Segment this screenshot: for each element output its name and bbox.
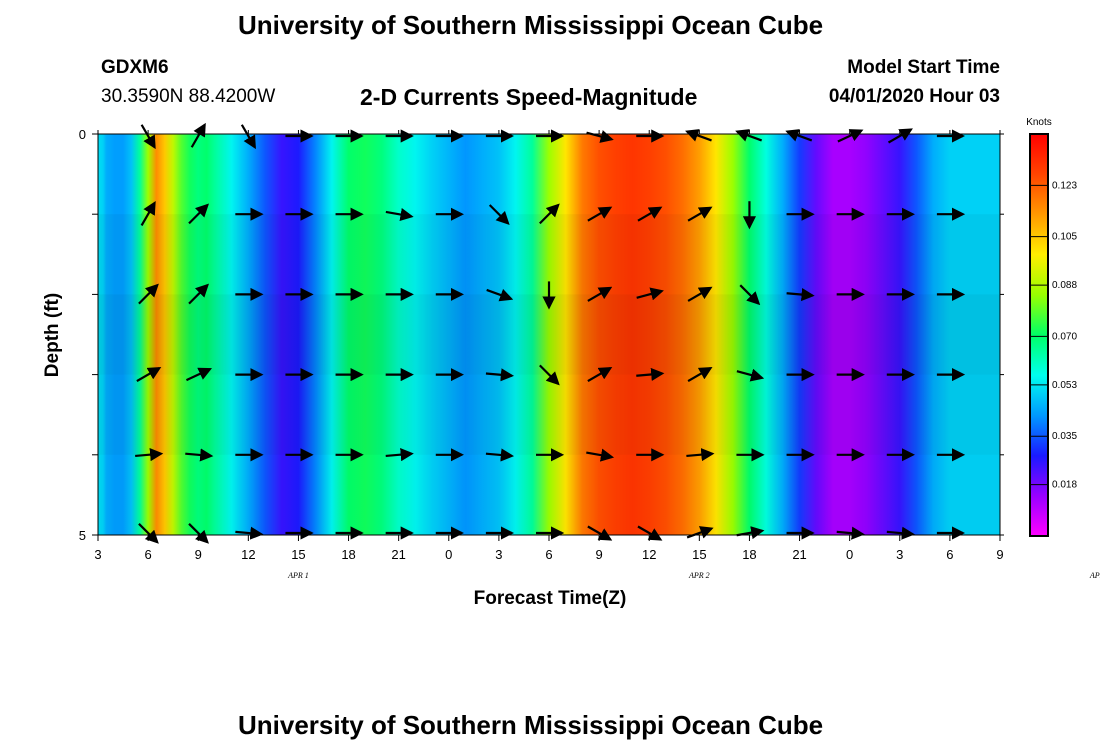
current-arrow [188, 523, 209, 544]
current-arrow [385, 208, 414, 222]
x-tick-label: 6 [946, 547, 953, 562]
colorbar-tick-label: 0.035 [1052, 431, 1077, 442]
colorbar-tick-label: 0.018 [1052, 480, 1077, 491]
current-arrow [686, 448, 715, 462]
current-arrow [637, 525, 663, 541]
page-title: University of Southern Mississippi Ocean… [238, 10, 824, 40]
colorbar: Knots 0.018 0.035 0.053 0.070 0.088 0.105 0.123 [1026, 117, 1077, 537]
colorbar-tick-label: 0.088 [1052, 280, 1077, 291]
date-label: APR 1 [287, 571, 309, 580]
y-tick-label: 5 [79, 528, 86, 543]
current-arrow [587, 525, 613, 541]
current-arrow [138, 283, 159, 305]
colorbar-bar [1029, 133, 1049, 537]
current-arrow [637, 206, 663, 222]
model-start-time: 04/01/2020 Hour 03 [828, 86, 1000, 107]
x-tick-label: 21 [792, 547, 806, 562]
current-arrow [837, 129, 864, 143]
x-tick-label: 6 [545, 547, 552, 562]
current-arrow [488, 204, 510, 225]
current-arrow [486, 288, 514, 302]
colorbar-tick-label: 0.053 [1052, 380, 1077, 391]
current-arrow [190, 122, 206, 148]
y-tick-label: 0 [79, 127, 86, 142]
current-arrow [887, 128, 913, 144]
current-arrow [135, 448, 164, 462]
current-arrow [836, 526, 865, 540]
current-arrow [736, 368, 765, 382]
depth-band [98, 214, 1000, 295]
x-tick-label: 6 [144, 547, 151, 562]
current-arrow [586, 448, 615, 462]
x-axis-title: Forecast Time(Z) [474, 588, 627, 609]
depth-band [98, 455, 1000, 535]
current-arrow [886, 526, 915, 540]
current-arrow [138, 523, 159, 544]
current-arrow [185, 367, 212, 382]
current-arrow [587, 206, 613, 222]
current-arrow [136, 367, 162, 383]
chart-title: 2-D Currents Speed-Magnitude [360, 84, 698, 110]
current-arrow [539, 364, 560, 386]
current-arrow [686, 526, 714, 539]
current-arrow [188, 203, 209, 225]
current-arrow [785, 129, 813, 142]
date-label: APR 3 [1089, 571, 1100, 580]
depth-band [98, 374, 1000, 455]
current-arrow [185, 448, 214, 462]
x-tick-label: 0 [445, 547, 452, 562]
current-vectors [135, 122, 966, 544]
current-arrow [485, 368, 515, 382]
current-arrow [235, 526, 264, 540]
x-tick-label: 12 [642, 547, 656, 562]
current-arrow [188, 283, 209, 305]
x-tick-label: 9 [595, 547, 602, 562]
colorbar-tick-label: 0.123 [1052, 180, 1077, 191]
x-tick-label: 3 [896, 547, 903, 562]
current-arrow [539, 203, 560, 225]
x-tick-label: 15 [692, 547, 706, 562]
date-label: APR 2 [688, 571, 710, 580]
x-tick-label: 15 [291, 547, 305, 562]
station-id: GDXM6 [101, 57, 169, 78]
y-axis-title: Depth (ft) [42, 293, 63, 377]
model-start-label: Model Start Time [847, 57, 1000, 78]
colorbar-tick-label: 0.105 [1052, 232, 1077, 243]
current-arrow [587, 286, 613, 302]
current-arrow [385, 448, 414, 462]
x-tick-label: 3 [94, 547, 101, 562]
current-arrow [636, 367, 665, 382]
current-arrow [687, 367, 713, 383]
speed-field [98, 134, 1000, 535]
colorbar-unit: Knots [1026, 117, 1052, 128]
current-arrow [587, 367, 613, 383]
x-tick-label: 18 [742, 547, 756, 562]
current-arrow [687, 206, 713, 222]
current-arrow [485, 448, 515, 462]
current-arrow [240, 124, 256, 150]
current-arrow [636, 287, 664, 301]
plot-area [98, 134, 1000, 535]
current-arrow [739, 284, 761, 306]
x-tick-label: 9 [996, 547, 1003, 562]
current-arrow [140, 124, 156, 150]
axes: 3 6 9 12 15 18 21 0 3 6 9 12 15 18 21 0 3 6 9 APR 1 APR 2 APR… [79, 127, 1100, 580]
x-tick-label: 18 [341, 547, 355, 562]
current-arrow [140, 201, 156, 227]
footer-title: University of Southern Mississippi Ocean… [238, 710, 824, 740]
x-tick-label: 9 [195, 547, 202, 562]
current-arrow [786, 287, 815, 302]
x-tick-label: 3 [495, 547, 502, 562]
x-tick-label: 0 [846, 547, 853, 562]
colorbar-tick-label: 0.070 [1052, 331, 1077, 342]
x-tick-label: 21 [391, 547, 405, 562]
current-arrow [735, 129, 763, 142]
current-arrow [685, 129, 712, 142]
station-coordinates: 30.3590N 88.4200W [101, 86, 276, 107]
x-tick-label: 12 [241, 547, 255, 562]
current-arrow [687, 286, 713, 302]
